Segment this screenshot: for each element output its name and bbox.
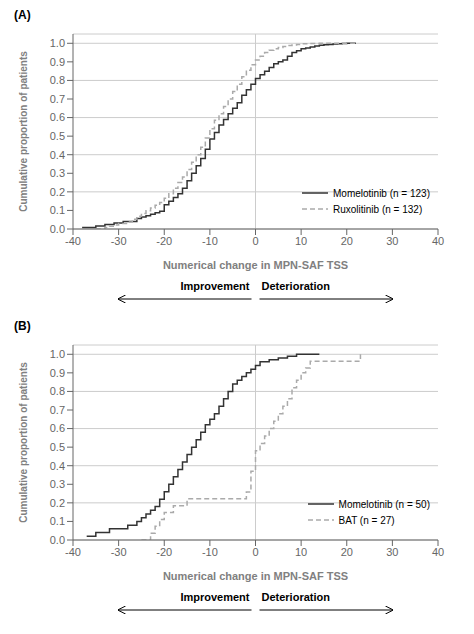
svg-text:-30: -30 <box>111 546 127 558</box>
svg-text:40: 40 <box>432 546 444 558</box>
svg-text:0.1: 0.1 <box>50 204 65 216</box>
html-text:(B): (B) <box>14 319 31 333</box>
svg-text:Cumulative proportion of patie: Cumulative proportion of patients <box>18 51 29 212</box>
svg-text:-10: -10 <box>202 546 218 558</box>
svg-text:Improvement: Improvement <box>180 591 249 603</box>
svg-text:0.4: 0.4 <box>50 460 65 472</box>
svg-text:-10: -10 <box>202 235 218 247</box>
svg-text:0.8: 0.8 <box>50 385 65 397</box>
svg-text:0.8: 0.8 <box>50 74 65 86</box>
svg-text:40: 40 <box>432 235 444 247</box>
svg-text:0.1: 0.1 <box>50 515 65 527</box>
html-text:Ruxolitinib (n = 132): Ruxolitinib (n = 132) <box>333 203 423 215</box>
svg-text:0.0: 0.0 <box>50 534 65 546</box>
svg-text:10: 10 <box>295 546 307 558</box>
svg-text:0.3: 0.3 <box>50 478 65 490</box>
svg-text:0.2: 0.2 <box>50 186 65 198</box>
svg-text:30: 30 <box>386 546 398 558</box>
html-text:(A): (A) <box>14 8 31 22</box>
svg-text:Deterioration: Deterioration <box>262 591 331 603</box>
svg-text:20: 20 <box>341 546 353 558</box>
svg-text:20: 20 <box>341 235 353 247</box>
svg-text:0.3: 0.3 <box>50 167 65 179</box>
svg-text:-20: -20 <box>156 546 172 558</box>
svg-text:0.0: 0.0 <box>50 223 65 235</box>
svg-text:0.4: 0.4 <box>50 149 65 161</box>
svg-text:0.7: 0.7 <box>50 404 65 416</box>
svg-text:-20: -20 <box>156 235 172 247</box>
html-text:Momelotinib (n = 50): Momelotinib (n = 50) <box>338 498 430 510</box>
svg-text:-40: -40 <box>65 546 81 558</box>
svg-text:Numerical change in MPN-SAF TS: Numerical change in MPN-SAF TSS <box>163 570 348 582</box>
svg-text:0.2: 0.2 <box>50 497 65 509</box>
svg-text:Improvement: Improvement <box>180 280 249 292</box>
svg-text:1.0: 1.0 <box>50 37 65 49</box>
svg-text:-30: -30 <box>111 235 127 247</box>
svg-text:0: 0 <box>252 235 258 247</box>
svg-text:0.9: 0.9 <box>50 367 65 379</box>
svg-text:0: 0 <box>252 546 258 558</box>
svg-text:0.6: 0.6 <box>50 111 65 123</box>
svg-text:0.5: 0.5 <box>50 130 65 142</box>
svg-text:1.0: 1.0 <box>50 348 65 360</box>
html-text:BAT (n = 27): BAT (n = 27) <box>338 514 395 526</box>
svg-text:0.7: 0.7 <box>50 93 65 105</box>
svg-text:10: 10 <box>295 235 307 247</box>
svg-text:Numerical change in MPN-SAF TS: Numerical change in MPN-SAF TSS <box>163 259 348 271</box>
svg-text:0.5: 0.5 <box>50 441 65 453</box>
svg-text:Deterioration: Deterioration <box>262 280 331 292</box>
svg-text:30: 30 <box>386 235 398 247</box>
svg-text:0.6: 0.6 <box>50 422 65 434</box>
svg-text:Cumulative proportion of patie: Cumulative proportion of patients <box>18 362 29 523</box>
svg-text:0.9: 0.9 <box>50 56 65 68</box>
svg-text:-40: -40 <box>65 235 81 247</box>
html-text:Momelotinib (n = 123): Momelotinib (n = 123) <box>333 187 430 199</box>
